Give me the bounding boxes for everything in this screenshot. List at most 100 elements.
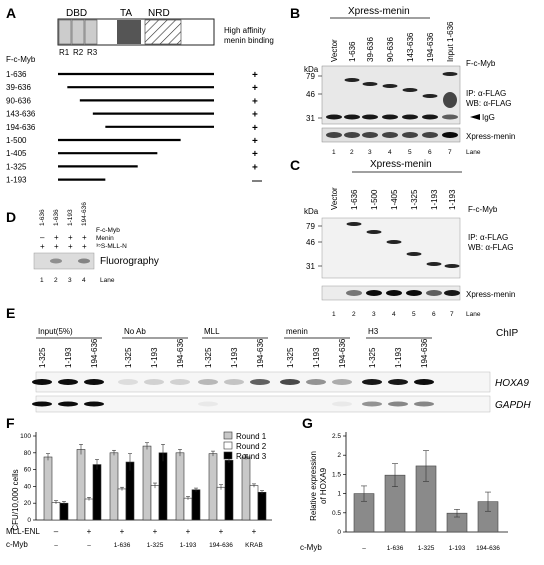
panel-d-letter: D [6,209,16,225]
panel-c-ip: IP: α-FLAG [468,233,508,242]
lane-number: 5 [408,149,412,156]
panel-d-lane-word: Lane [100,277,115,284]
panel-d-row-menin: Menin [96,235,114,242]
kda-mark: 79 [306,72,315,81]
panel-b-kda-marks: 79 46 31 [306,72,322,123]
mll-sign: + [82,242,87,251]
band [362,401,382,407]
lane-label: Input 1-636 [446,21,455,62]
panel-e-letter: E [6,305,15,321]
panel-f-cmyb-label: c-Myb [6,540,28,549]
panel-a-letter: A [6,5,16,21]
band [402,114,418,120]
bar-round-2 [183,497,193,521]
panel-a: A DBD TA NRD R1 R2 R3 High affinity meni… [6,5,274,187]
lane-label: Vector [330,187,339,210]
band [444,264,460,268]
band [198,401,218,407]
band [250,379,270,385]
band [366,290,382,296]
construct-label: 143-636 [6,110,36,119]
band [382,84,398,88]
band [386,240,402,244]
band [84,379,104,385]
lane-label: 143-636 [406,32,415,62]
panel-c-lane-numbers: 1 2 3 4 5 6 7 [332,311,454,318]
mll-sign: + [186,527,191,536]
lane-label: 90-636 [386,37,395,62]
chip-group-label: H3 [368,327,379,336]
band [422,94,438,98]
y-tick-label: 0.5 [332,510,341,517]
bar-round-3 [59,502,69,521]
r1-block [58,19,72,45]
panel-g-letter: G [302,415,313,431]
mll-sign: + [40,242,45,251]
lane-label: 39-636 [366,37,375,62]
panel-d-row-mll: ³⁵S-MLL-N [96,243,127,250]
menin-sign: + [54,233,59,242]
lane-number: 1 [332,149,336,156]
construct-label: 194-636 [6,123,36,132]
band [402,88,418,92]
band [443,92,457,108]
chip-lane-label: 1-193 [394,347,403,368]
panel-g-x-labels: – 1-636 1-325 1-193 194-636 [362,545,500,552]
construct-label: 1-636 [6,70,27,79]
lane-number: 7 [450,311,454,318]
band [362,379,382,385]
panel-c-kda-label: kDa [304,207,319,216]
lane-number: 6 [428,149,432,156]
panel-b-menin-label: Xpress-menin [466,132,515,141]
cmyb-label: – [87,542,91,549]
r3-label: R3 [87,48,98,57]
bar-round-1 [241,456,251,521]
lane-label: 1-325 [410,189,419,210]
legend-swatch [223,431,233,440]
construct-label: 1-500 [6,136,27,145]
lane-label: 194-636 [81,202,88,226]
kda-mark: 79 [306,222,315,231]
construct-binding: + [252,123,258,134]
lane-number: 2 [54,277,58,284]
nrd-label: NRD [148,8,170,19]
band [346,222,362,226]
band [326,114,342,120]
band [388,401,408,407]
band [362,82,378,86]
band [326,132,342,138]
lane-label: 194-636 [426,32,435,62]
legend-label: Round 1 [236,432,267,441]
panel-d: D 1-636 1-636 1-193 194-636 F-c-Myb Menin ³… [6,202,159,284]
menin-sign: + [68,233,73,242]
lane-label: 1-500 [370,189,379,210]
lane-number: 5 [412,311,416,318]
mll-sign: + [68,242,73,251]
y-tick-label: 1 [337,491,341,498]
panel-c-ip-blot [321,217,461,279]
lane-number: 4 [82,277,86,284]
chip-group-label: Input(5%) [38,327,73,336]
panel-c-letter: C [290,157,300,173]
construct-binding: + [252,96,258,107]
panel-f-bars [43,442,267,521]
construct-binding: + [252,83,258,94]
cmyb-label: KRAB [245,542,263,549]
chip-lane-label: 1-325 [204,347,213,368]
band [144,379,164,385]
construct-binding: + [252,136,258,147]
mll-sign: + [219,527,224,536]
y-tick-label: 0 [337,529,341,536]
panel-g-ylabel-2-text: of HOXA9 [319,467,328,504]
construct-binding: — [252,176,262,187]
lane-number: 1 [40,277,44,284]
band [50,258,62,264]
panel-d-blot [33,252,95,270]
lane-number: 6 [432,311,436,318]
panel-c-menin-bands [346,290,460,296]
mll-sign: + [120,527,125,536]
lane-number: 7 [448,149,452,156]
bar-round-1 [43,456,53,521]
